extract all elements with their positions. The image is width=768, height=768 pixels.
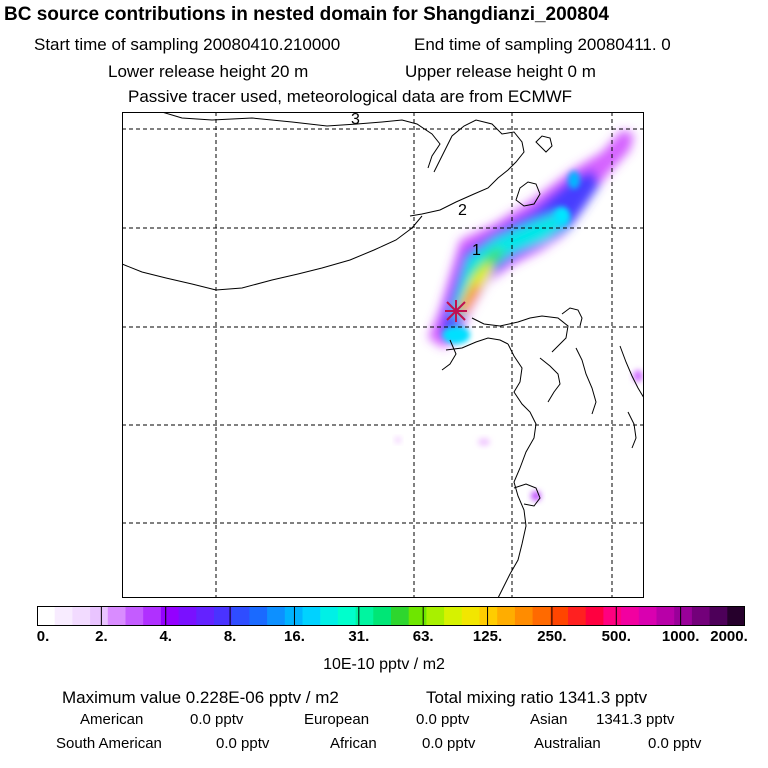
colorbar-swatch [214, 606, 233, 626]
region-name-european: European [304, 711, 370, 728]
plume-cyan [452, 212, 566, 322]
colorbar-swatch [656, 606, 675, 626]
colorbar-swatch [125, 606, 144, 626]
region-name-american: American [80, 711, 144, 728]
colorbar-unit: 10E-10 pptv / m2 [323, 656, 445, 673]
colorbar-tick-label: 31. [348, 628, 370, 645]
plume-spot-east [554, 207, 570, 225]
plume-spot-faint-1 [478, 438, 490, 446]
colorbar-swatch [355, 606, 374, 626]
region-name-asian: Asian [530, 711, 568, 728]
colorbar-border [37, 606, 745, 626]
colorbar-swatch [709, 606, 728, 626]
colorbar-swatch [532, 606, 551, 626]
colorbar-tick-label: 8. [223, 628, 237, 645]
lower-release-height: Lower release height 20 m [108, 62, 309, 81]
contour-label-2: 2 [458, 202, 467, 219]
region-value-american: 0.0 pptv [190, 711, 244, 728]
colorbar-tick-label: 2000. [710, 628, 748, 645]
figure-title: BC source contributions in nested domain… [4, 4, 609, 25]
colorbar-swatch [514, 606, 534, 626]
colorbar-swatch [727, 606, 745, 626]
colorbar-swatch [568, 606, 587, 626]
region-value-asian: 1341.3 pptv [596, 711, 675, 728]
plume-field [395, 130, 643, 501]
colorbar-swatch [426, 606, 445, 626]
colorbar-swatch [72, 606, 91, 626]
colorbar-swatch [638, 606, 657, 626]
colorbar-swatch [249, 606, 268, 626]
colorbar-tick-label: 2. [95, 628, 108, 645]
upper-release-height: Upper release height 0 m [405, 62, 596, 81]
maximum-value: Maximum value 0.228E-06 pptv / m2 [62, 688, 339, 707]
region-name-australian: Australian [534, 735, 601, 752]
colorbar-swatch [408, 606, 427, 626]
plume-spot-faint-2 [395, 437, 401, 443]
start-time: Start time of sampling 20080410.210000 [34, 35, 341, 54]
region-name-african: African [330, 735, 377, 752]
colorbar-swatch [674, 606, 693, 626]
region-value-european: 0.0 pptv [416, 711, 470, 728]
colorbar-swatch [444, 606, 463, 626]
colorbar-swatch [603, 606, 622, 626]
colorbar-swatch [691, 606, 711, 626]
end-time: End time of sampling 20080411. 0 [414, 35, 671, 54]
contour-label-1: 1 [472, 242, 481, 259]
colorbar-tick-label: 0. [36, 628, 50, 645]
colorbar-swatch [391, 606, 410, 626]
colorbar-swatch [320, 606, 339, 626]
colorbar-swatch [196, 606, 215, 626]
region-name-south-american: South American [56, 735, 162, 752]
colorbar-swatch [479, 606, 498, 626]
region-value-australian: 0.0 pptv [648, 735, 702, 752]
lat-lon-grid [122, 112, 644, 598]
colorbar-swatch [550, 606, 569, 626]
plume-source-blob [442, 326, 470, 344]
colorbar-tick-label: 4. [159, 628, 172, 645]
plume-spot-east-edge [633, 370, 643, 382]
colorbar-tick-label: 500. [601, 628, 631, 645]
colorbar-swatch [373, 606, 392, 626]
colorbar-swatch [107, 606, 126, 626]
region-value-south-american: 0.0 pptv [216, 735, 270, 752]
colorbar-swatch [160, 606, 180, 626]
contour-label-3: 3 [351, 112, 360, 128]
colorbar [37, 606, 745, 626]
map-frame [122, 112, 644, 598]
colorbar-swatch [585, 606, 604, 626]
colorbar-swatch [497, 606, 516, 626]
tracer-note: Passive tracer used, meteorological data… [128, 87, 573, 106]
colorbar-swatch [143, 606, 162, 626]
plume-spot-northeast [568, 171, 580, 189]
colorbar-swatch [37, 606, 56, 626]
region-value-african: 0.0 pptv [422, 735, 476, 752]
colorbar-swatch [267, 606, 286, 626]
colorbar-swatch [90, 606, 109, 626]
colorbar-swatch [178, 606, 197, 626]
plume-orange [458, 280, 480, 314]
colorbar-tick-label: 1000. [661, 628, 700, 645]
colorbar-swatch [231, 606, 250, 626]
colorbar-tick-label: 125. [472, 628, 503, 645]
colorbar-swatch [302, 606, 321, 626]
colorbar-swatch [54, 606, 73, 626]
release-site-marker [445, 300, 467, 322]
colorbar-tick-label: 16. [284, 628, 305, 645]
footprint-map: 1 2 3 [122, 112, 644, 598]
total-mixing-ratio: Total mixing ratio 1341.3 pptv [426, 688, 648, 707]
colorbar-swatch [284, 606, 303, 626]
colorbar-tick-label: 63. [412, 628, 434, 645]
colorbar-swatch [621, 606, 640, 626]
colorbar-tick-label: 250. [537, 628, 567, 645]
colorbar-swatch [461, 606, 480, 626]
coastlines [122, 112, 644, 598]
colorbar-swatch [337, 606, 357, 626]
